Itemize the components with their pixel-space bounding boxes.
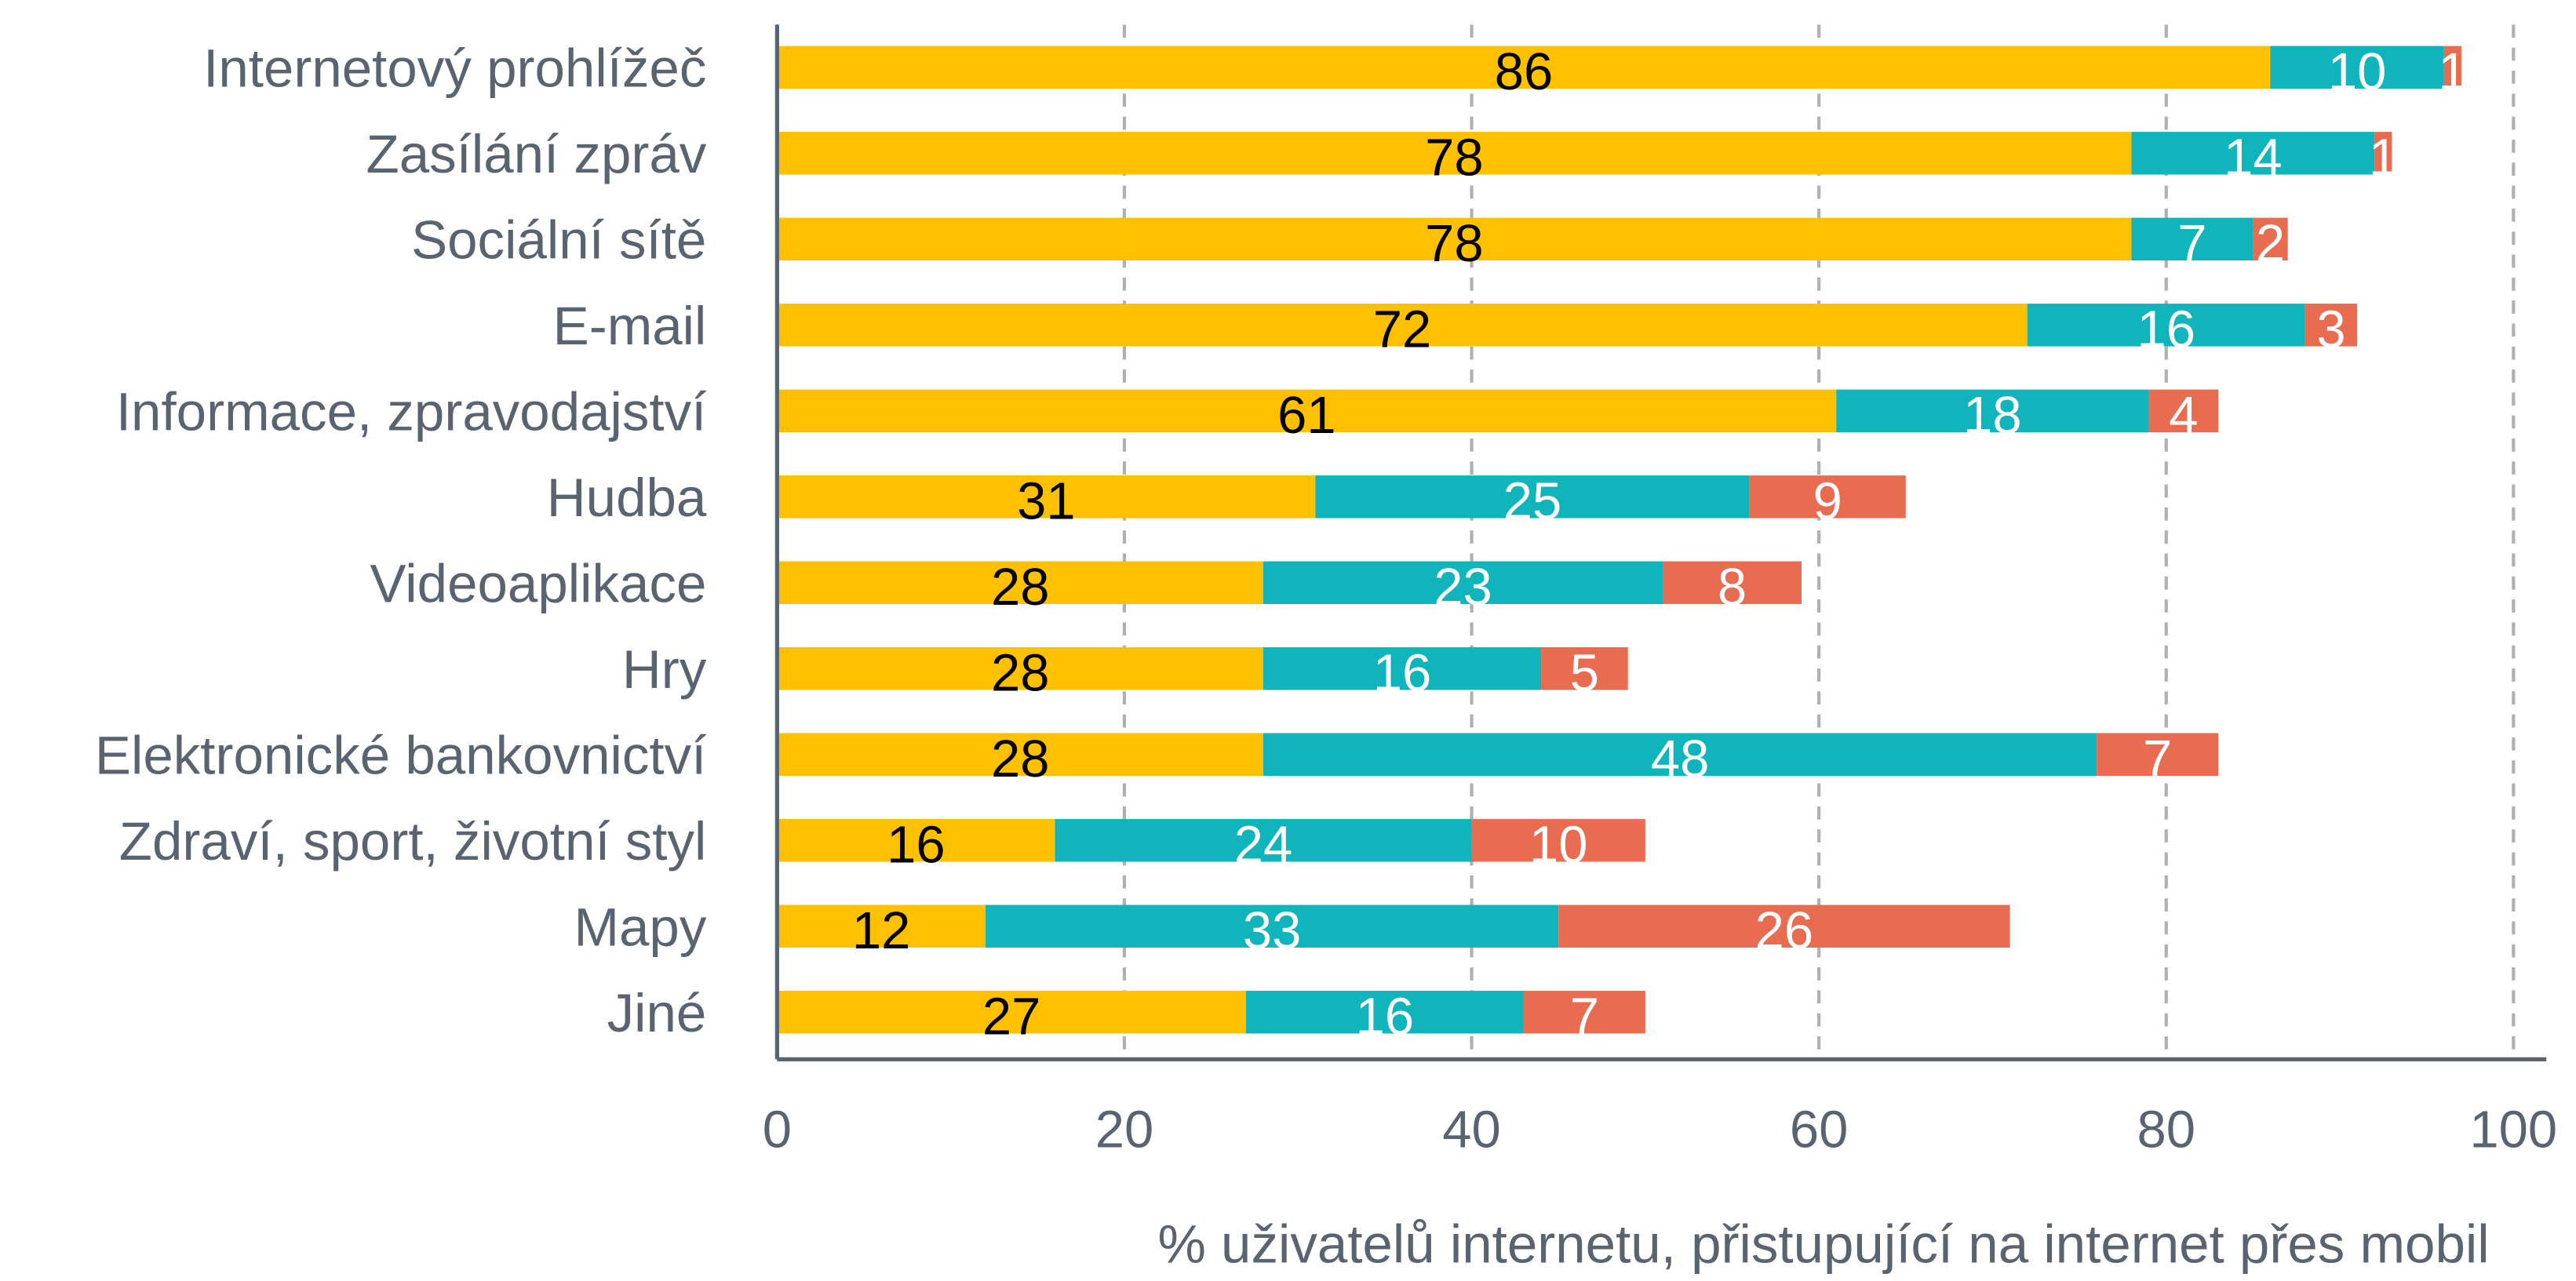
data-label: 86 [1495, 42, 1554, 101]
data-label: 25 [1503, 471, 1562, 530]
x-tick-label: 60 [1790, 1100, 1849, 1159]
bar-segment [2253, 217, 2288, 261]
data-label: 28 [991, 730, 1050, 788]
bar-segment [777, 389, 1837, 433]
bar-segment [2097, 733, 2219, 777]
y-tick-label: Jiné [607, 982, 707, 1043]
bar-segment [2027, 304, 2305, 347]
data-label: 14 [2224, 129, 2283, 187]
data-label: 7 [2143, 730, 2172, 788]
data-label: 33 [1243, 901, 1302, 960]
data-label: 5 [1570, 643, 1599, 702]
bar-segment [2131, 217, 2254, 261]
y-tick-label: Hry [622, 639, 707, 700]
bar-segment [1836, 389, 2149, 433]
data-label: 9 [1813, 471, 1842, 530]
bar-segment [985, 904, 1559, 948]
bar-segment [1263, 561, 1663, 605]
bar-segment [1749, 475, 1906, 519]
bar-segment [777, 991, 1246, 1034]
data-label: 28 [991, 643, 1050, 702]
data-label: 7 [2177, 214, 2206, 273]
bar-segment [777, 819, 1055, 862]
bar-segment [777, 733, 1264, 777]
data-label: 18 [1963, 386, 2022, 445]
bar-segment [1471, 819, 1645, 862]
y-tick-label: Informace, zpravodajství [116, 380, 707, 442]
y-tick-label: Zdraví, sport, životní styl [119, 810, 707, 872]
data-label: 23 [1434, 558, 1492, 617]
data-label: 1 [2438, 42, 2467, 101]
bar-segment [777, 561, 1264, 605]
bar-segment [1558, 904, 2010, 948]
data-label: 16 [1356, 987, 1415, 1046]
y-tick-label: Elektronické bankovnictví [95, 724, 706, 785]
data-label: 31 [1017, 471, 1076, 530]
y-tick-label: Videoaplikace [370, 552, 706, 613]
data-label: 16 [2137, 300, 2195, 358]
y-tick-label: Zasílání zpráv [366, 123, 707, 184]
y-tick-label: E-mail [553, 295, 707, 356]
bar-segment [777, 904, 986, 948]
bar-segment [2148, 389, 2219, 433]
bar-segment [2443, 45, 2461, 89]
x-tick-label: 20 [1095, 1100, 1154, 1159]
data-label: 1 [2369, 129, 2398, 187]
bar-segment [2270, 45, 2444, 89]
bar-segment [1055, 819, 1472, 862]
bar-segment [2131, 132, 2375, 175]
data-label: 10 [2328, 42, 2387, 101]
data-label: 16 [887, 815, 946, 874]
bar-segment [1541, 647, 1628, 690]
y-tick-label: Internetový prohlížeč [203, 37, 706, 98]
bar-segment [1263, 733, 2097, 777]
data-label: 10 [1529, 815, 1588, 874]
bar-segment [1523, 991, 1645, 1034]
data-label: 2 [2256, 214, 2285, 273]
y-tick-label: Mapy [574, 896, 706, 957]
y-tick-label: Sociální sítě [411, 209, 706, 270]
data-label: 78 [1425, 129, 1484, 187]
data-label: 72 [1373, 300, 1432, 358]
data-label: 4 [2169, 386, 2198, 445]
x-tick-label: 100 [2469, 1100, 2557, 1159]
bar-segment [777, 45, 2271, 89]
data-label: 61 [1277, 386, 1336, 445]
data-label: 8 [1718, 558, 1747, 617]
data-label: 27 [982, 987, 1041, 1046]
bar-segment [1662, 561, 1802, 605]
x-tick-label: 80 [2137, 1100, 2195, 1159]
data-label: 16 [1373, 643, 1432, 702]
bar-segment [2305, 304, 2358, 347]
data-label: 28 [991, 558, 1050, 617]
bar-segment [777, 475, 1316, 519]
data-label: 7 [1570, 987, 1599, 1046]
bar-segment [777, 217, 2132, 261]
data-label: 3 [2316, 300, 2345, 358]
bar-segment [777, 647, 1264, 690]
data-label: 48 [1651, 730, 1710, 788]
data-label: 12 [852, 901, 911, 960]
x-tick-label: 0 [763, 1100, 792, 1159]
bar-segment [777, 304, 2028, 347]
y-tick-label: Hudba [547, 467, 707, 528]
x-tick-label: 40 [1442, 1100, 1501, 1159]
data-label: 78 [1425, 214, 1484, 273]
data-label: 24 [1234, 815, 1293, 874]
bar-segment [2374, 132, 2392, 175]
bar-segment [777, 132, 2132, 175]
x-axis-title: % uživatelů internetu, přistupující na i… [1157, 1213, 2489, 1274]
bar-segment [1315, 475, 1750, 519]
bar-segment [1245, 991, 1524, 1034]
data-label: 26 [1755, 901, 1814, 960]
bar-segment [1263, 647, 1542, 690]
